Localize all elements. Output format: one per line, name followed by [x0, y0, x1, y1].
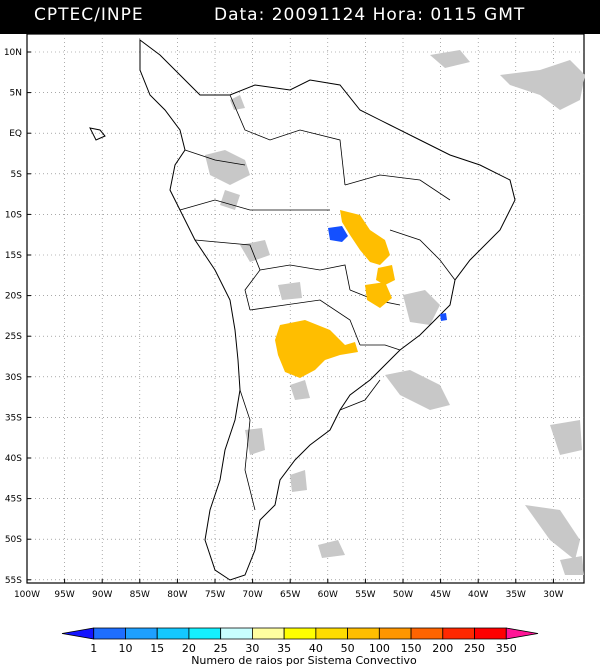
- colorbar-label: 350: [496, 642, 517, 655]
- lat-tick-label: 35S: [5, 413, 22, 423]
- colorbar-label: 50: [341, 642, 355, 655]
- longitude-labels: 100W 95W 90W 85W 80W 75W 70W 65W 60W 55W 50W 45W 40W…: [14, 579, 564, 600]
- colorbar-label: 250: [464, 642, 485, 655]
- colorbar-label: 1: [90, 642, 97, 655]
- lat-tick-label: 10S: [5, 210, 22, 220]
- colorbar-segment: [251, 627, 285, 640]
- colorbar-label: 100: [369, 642, 390, 655]
- lat-tick-label: 15S: [5, 251, 22, 261]
- convective-system-yellow: [275, 210, 395, 378]
- lat-tick-label: 20S: [5, 292, 22, 302]
- colorbar-label: 15: [150, 642, 164, 655]
- lat-tick-label: 30S: [5, 373, 22, 383]
- colorbar-label: 25: [214, 642, 228, 655]
- cloud-mask-gray: [205, 50, 585, 575]
- lon-tick-label: 50W: [393, 590, 413, 600]
- lat-tick-label: 5N: [10, 89, 22, 99]
- latitude-labels: 10N 5N EQ 5S 10S 15S 20S 25S 30S 35S 40S 45S 50S 55S: [4, 48, 31, 586]
- lon-tick-label: 65W: [280, 590, 300, 600]
- lon-tick-label: 45W: [430, 590, 450, 600]
- lat-tick-label: 25S: [5, 332, 22, 342]
- lon-tick-label: 90W: [92, 590, 112, 600]
- lat-tick-label: EQ: [9, 129, 22, 139]
- lon-tick-label: 75W: [205, 590, 225, 600]
- lon-tick-label: 30W: [543, 590, 563, 600]
- map-frame: [26, 33, 585, 584]
- colorbar-label: 40: [309, 642, 323, 655]
- colorbar-segment: [378, 627, 412, 640]
- lat-tick-label: 50S: [5, 535, 22, 545]
- colorbar-segment: [125, 627, 158, 640]
- colorbar-segment: [220, 627, 253, 640]
- colorbar-segment: [156, 627, 190, 640]
- title-bar: CPTEC/INPE Data: 20091124 Hora: 0115 GMT: [0, 0, 600, 34]
- lat-tick-label: 40S: [5, 454, 22, 464]
- colorbar-label: 20: [182, 642, 196, 655]
- lon-tick-label: 70W: [242, 590, 262, 600]
- colorbar-segment: [442, 627, 475, 640]
- convective-system-blue: [328, 226, 447, 321]
- grid-lines: [27, 34, 584, 583]
- lon-tick-label: 100W: [14, 590, 40, 600]
- lon-tick-label: 40W: [468, 590, 488, 600]
- colorbar-label: 35: [277, 642, 291, 655]
- lat-tick-label: 45S: [5, 495, 22, 505]
- colorbar-label: 10: [118, 642, 132, 655]
- colorbar-segment: [347, 627, 380, 640]
- lon-tick-label: 60W: [318, 590, 338, 600]
- lon-tick-label: 80W: [167, 590, 187, 600]
- colorbar-segment: [61, 627, 95, 640]
- lat-tick-label: 10N: [4, 48, 22, 58]
- colorbar-label: 150: [401, 642, 422, 655]
- colorbar-label: 30: [245, 642, 259, 655]
- colorbar-label: 200: [432, 642, 453, 655]
- colorbar-segment: [283, 627, 317, 640]
- colorbar-title: Numero de raios por Sistema Convectivo: [191, 654, 417, 667]
- colorbar-segment: [410, 627, 444, 640]
- datetime-label: Data: 20091124 Hora: 0115 GMT: [214, 5, 526, 25]
- colorbar-segment: [315, 627, 349, 640]
- source-label: CPTEC/INPE: [34, 5, 144, 25]
- colorbar: 1 10 15 20 25 30 35 40 50 100 150 200 250 350: [61, 627, 539, 655]
- colorbar-segment: [505, 627, 539, 640]
- lon-tick-label: 35W: [506, 590, 526, 600]
- colorbar-segment: [93, 627, 126, 640]
- colorbar-segment: [474, 627, 507, 640]
- continent-outline: [89, 39, 516, 581]
- lat-tick-label: 5S: [11, 170, 23, 180]
- lon-tick-label: 55W: [355, 590, 375, 600]
- lat-tick-label: 55S: [5, 576, 22, 586]
- colorbar-segment: [188, 627, 222, 640]
- lon-tick-label: 85W: [130, 590, 150, 600]
- lon-tick-label: 95W: [54, 590, 74, 600]
